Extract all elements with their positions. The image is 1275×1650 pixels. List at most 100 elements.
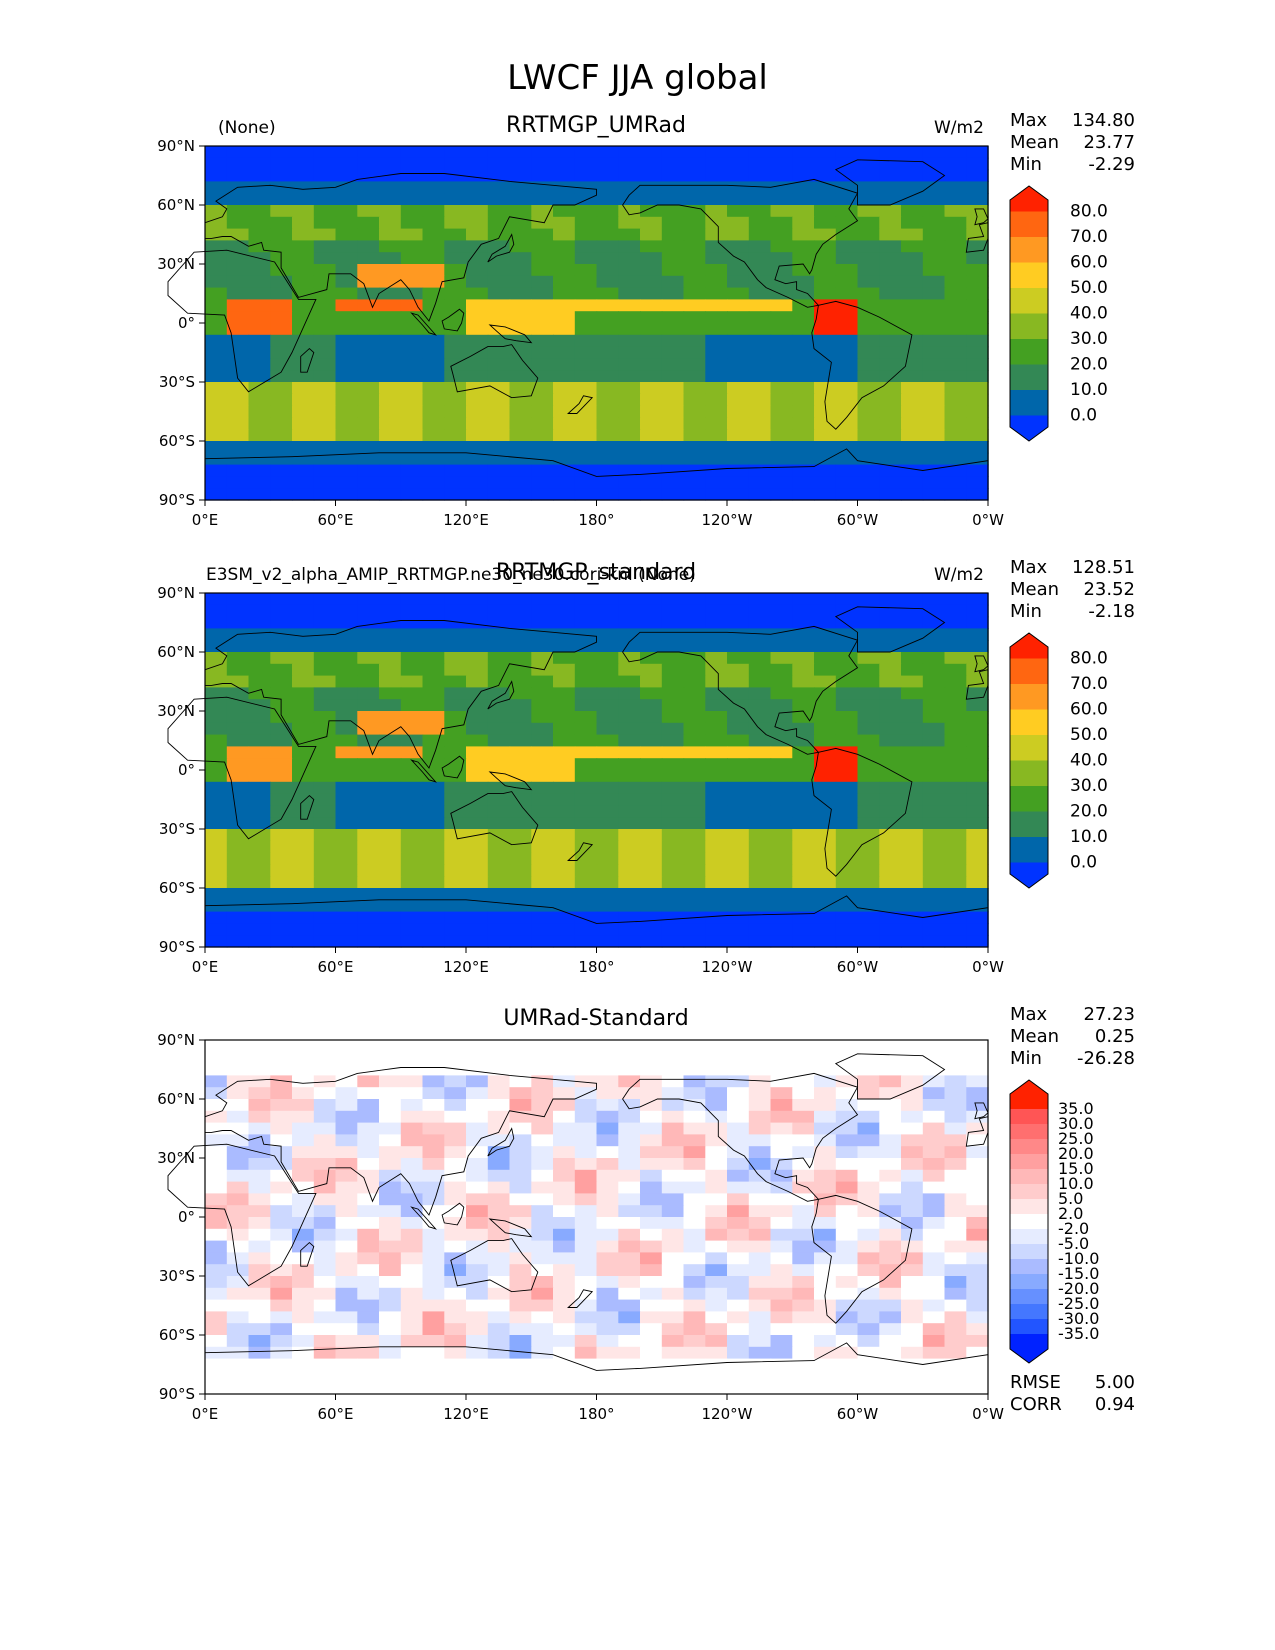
field-cell xyxy=(640,311,663,324)
field-cell xyxy=(661,311,685,324)
field-cell xyxy=(944,1346,967,1360)
field-cell xyxy=(901,169,924,182)
panel2-map: 90°N60°N30°N0°30°S60°S90°S0°E 60°E 120°E 18… xyxy=(157,584,1108,976)
field-cell xyxy=(335,1122,358,1135)
field-cell xyxy=(531,1382,554,1395)
field-cell xyxy=(705,1287,728,1301)
field-cell xyxy=(379,1370,402,1383)
field-cell xyxy=(748,252,772,265)
field-cell xyxy=(248,334,271,348)
field-cell xyxy=(357,1240,380,1253)
field-cell xyxy=(901,1358,924,1371)
field-cell xyxy=(922,1299,946,1312)
field-cell xyxy=(379,1346,402,1360)
field-cell xyxy=(966,1382,989,1395)
field-cell xyxy=(248,393,271,407)
field-cell xyxy=(857,146,880,159)
field-cell xyxy=(966,1205,989,1218)
field-cell xyxy=(313,311,337,324)
field-cell xyxy=(835,252,859,265)
field-cell xyxy=(770,1110,793,1124)
field-cell xyxy=(379,1299,402,1312)
field-cell xyxy=(335,1051,358,1065)
field-cell xyxy=(596,346,619,359)
field-cell xyxy=(901,1146,924,1159)
field-cell xyxy=(574,216,598,230)
field-cell xyxy=(574,405,598,418)
field-cell xyxy=(857,1264,880,1277)
panel1-colorbar: 80.070.060.050.040.030.020.010.00.0 xyxy=(1009,185,1108,442)
field-cell xyxy=(270,1122,293,1135)
field-cell xyxy=(792,275,815,289)
field-cell xyxy=(205,1228,228,1242)
field-cell xyxy=(226,264,250,277)
field-cell xyxy=(509,452,532,466)
field-cell xyxy=(618,169,641,182)
field-cell xyxy=(835,429,859,442)
field-cell xyxy=(531,1252,554,1265)
field-cell xyxy=(444,1075,467,1088)
field-cell xyxy=(270,311,293,324)
field-cell xyxy=(487,264,511,277)
field-cell xyxy=(727,1110,750,1124)
field-cell xyxy=(248,275,271,289)
field-cell xyxy=(487,346,511,359)
field-cell xyxy=(944,1217,967,1230)
field-cell xyxy=(226,287,250,300)
panel1-plot-area: 90°N60°N30°N0°30°S60°S90°S0°E 60°E 120°E 18… xyxy=(157,137,1108,529)
field-cell xyxy=(292,1134,315,1147)
field-cell xyxy=(944,1193,967,1206)
colorbar-label: 30.0 xyxy=(1070,329,1108,349)
field-cell xyxy=(313,1228,337,1242)
field-cell xyxy=(661,205,685,218)
field-cell xyxy=(727,1240,750,1253)
field-cell xyxy=(292,1323,315,1336)
field-cell xyxy=(770,1075,793,1088)
field-cell xyxy=(727,228,750,241)
field-cell xyxy=(379,1228,402,1242)
field-cell xyxy=(487,1087,511,1100)
field-cell xyxy=(640,1323,663,1336)
field-cell xyxy=(705,169,728,182)
field-cell xyxy=(226,1346,250,1360)
field-cell xyxy=(313,1040,337,1053)
field-cell xyxy=(596,593,619,606)
field-cell xyxy=(509,1087,532,1100)
field-cell xyxy=(422,1158,445,1171)
field-cell xyxy=(509,181,532,194)
field-cell xyxy=(335,593,358,606)
field-cell xyxy=(814,1158,837,1171)
field-cell xyxy=(487,1134,511,1147)
field-cell xyxy=(640,476,663,489)
field-cell xyxy=(944,1252,967,1265)
field-cell xyxy=(379,334,402,348)
field-cell xyxy=(922,1146,946,1159)
field-cell xyxy=(879,1075,902,1088)
field-cell xyxy=(313,157,337,171)
field-cell xyxy=(400,299,424,312)
field-cell xyxy=(313,1276,337,1289)
field-cell xyxy=(705,1193,728,1206)
field-cell xyxy=(205,1193,228,1206)
field-cell xyxy=(683,370,706,383)
field-cell xyxy=(553,1063,576,1076)
field-cell xyxy=(422,252,445,265)
field-cell xyxy=(683,1252,706,1265)
field-cell xyxy=(487,157,511,171)
coastline xyxy=(834,159,946,206)
field-cell xyxy=(618,1370,641,1383)
field-cell xyxy=(466,1323,489,1336)
field-cell xyxy=(400,1240,424,1253)
field-cell xyxy=(661,393,685,407)
field-cell xyxy=(248,1063,271,1076)
field-cell xyxy=(727,405,750,418)
field-cell xyxy=(857,1122,880,1135)
field-cell xyxy=(640,169,663,182)
field-cell xyxy=(944,1099,967,1112)
field-cell xyxy=(335,1110,358,1124)
field-cell xyxy=(400,1323,424,1336)
field-cell xyxy=(748,429,772,442)
field-cell xyxy=(509,464,532,477)
field-cell xyxy=(292,1358,315,1371)
field-cell xyxy=(683,323,706,336)
